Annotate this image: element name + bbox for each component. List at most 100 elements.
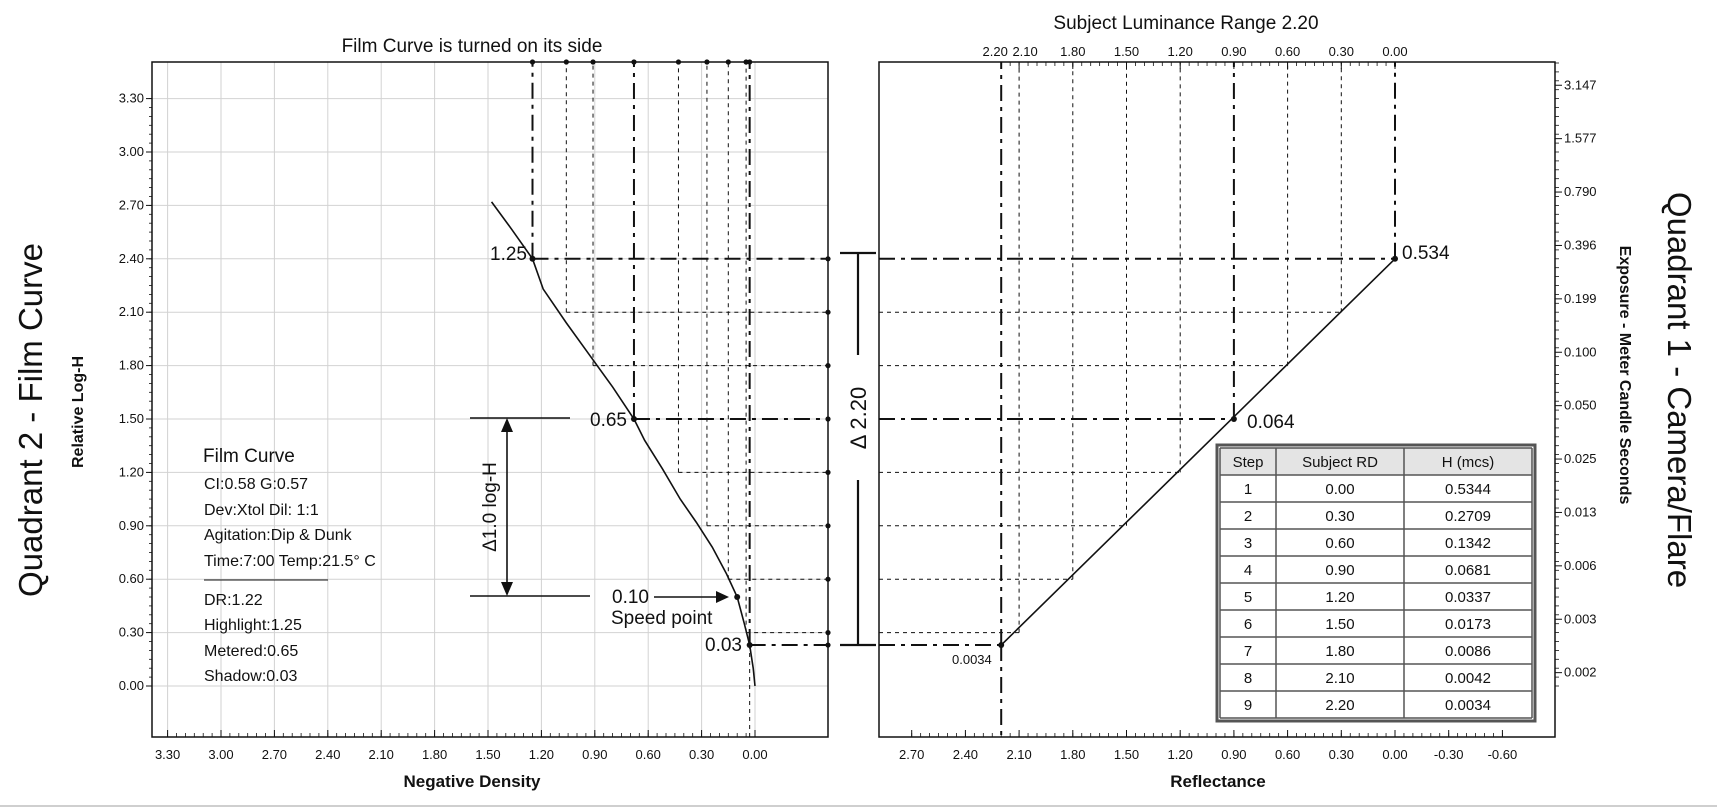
speed-point-value: 0.10 [612, 587, 649, 608]
q1-top-tick-label: 1.80 [1060, 44, 1085, 59]
highlight-density-label: 1.25 [490, 244, 527, 265]
table-cell: 0.5344 [1445, 481, 1491, 498]
q1-x-axis-label: Reflectance [1170, 772, 1265, 791]
q2-y-tick-label: 2.70 [119, 197, 144, 212]
table-cell: 0.0034 [1445, 697, 1491, 714]
table-cell: 1.20 [1325, 589, 1354, 606]
q1-right-tick-label: 1.577 [1564, 131, 1597, 146]
q2-key-point [630, 416, 637, 422]
q2-y-tick-label: 0.90 [119, 518, 144, 533]
info-line-dr: DR:1.22 [204, 592, 263, 609]
shadow-exposure-label: 0.0034 [952, 652, 992, 667]
table-cell: 1 [1244, 481, 1252, 498]
q2-x-tick-label: 0.60 [636, 747, 661, 762]
q2-x-tick-label: 0.90 [582, 747, 607, 762]
q1-right-tick-label: 0.100 [1564, 344, 1597, 359]
step-table: Step Subject RD H (mcs) 1 0.00 0.5344 2 0.30 0.2… [1215, 443, 1537, 723]
quadrant-2-side-label: Quadrant 2 - Film Curve [12, 243, 49, 597]
q1-top-tick-label: 0.00 [1382, 44, 1407, 59]
table-cell: 0.0173 [1445, 616, 1491, 633]
q2-y-tick-label: 1.50 [119, 411, 144, 426]
q1-right-tick-label: 3.147 [1564, 77, 1597, 92]
table-header-bg [1220, 448, 1532, 475]
q1-key-point [1230, 416, 1237, 422]
q2-x-tick-label: 0.30 [689, 747, 714, 762]
q1-key-point [1392, 255, 1398, 262]
q2-key-point [746, 642, 753, 649]
q2-y-tick-label: 0.30 [119, 625, 144, 640]
q2-x-tick-label: 1.80 [422, 747, 447, 762]
info-line-agitation: Agitation:Dip & Dunk [204, 527, 353, 544]
table-cell: 2.20 [1325, 697, 1354, 714]
table-cell: 0.00 [1325, 481, 1354, 498]
table-cell: 0.1342 [1445, 535, 1491, 552]
q2-plot-frame [151, 61, 829, 738]
table-cell: 0.90 [1325, 562, 1354, 579]
delta-logh-arrowhead-up [501, 418, 513, 432]
q1-right-tick-label: 0.002 [1564, 665, 1597, 680]
table-cell: 0.30 [1325, 508, 1354, 525]
q1-right-tick-label: 0.199 [1564, 291, 1597, 306]
table-header-cell: H (mcs) [1442, 454, 1495, 471]
q2-y-tick-label: 1.80 [119, 358, 144, 373]
projection-guides [529, 59, 1396, 737]
q1-x-tick-label: 0.00 [1382, 747, 1407, 762]
table-cell: 5 [1244, 589, 1252, 606]
q1-key-point [998, 642, 1005, 649]
q2-chart-title: Film Curve is turned on its side [342, 36, 603, 57]
delta-logh-label: Δ1.0 log-H [480, 462, 501, 552]
q2-film-curve [490, 201, 756, 687]
q1-top-tick-label: 1.20 [1168, 44, 1193, 59]
speed-point-label: Speed point [611, 608, 713, 629]
q1-x-tick-label: 1.80 [1060, 747, 1085, 762]
shadow-density-label: 0.03 [705, 635, 742, 656]
table-header-cell: Subject RD [1302, 454, 1378, 471]
table-cell: 1.80 [1325, 643, 1354, 660]
q2-film-curve-group [490, 201, 756, 687]
q1-x-tick-label: 0.60 [1275, 747, 1300, 762]
table-cell: 0.2709 [1445, 508, 1491, 525]
q1-x-tick-label: 0.30 [1329, 747, 1354, 762]
info-line-time: Time:7:00 Temp:21.5° C [204, 553, 376, 570]
highlight-exposure-label: 0.534 [1402, 243, 1450, 264]
q1-x-tick-label: -0.30 [1434, 747, 1464, 762]
q2-x-tick-label: 2.40 [315, 747, 340, 762]
q1-right-tick-label: 0.003 [1564, 611, 1597, 626]
axes-and-ticks: 0.00 0.30 0.60 0.90 1.20 1.50 1.80 2.10 2.40 2.70… [119, 44, 1597, 762]
table-cell: 2.10 [1325, 670, 1354, 687]
info-line-metered: Metered:0.65 [204, 643, 298, 660]
q1-right-tick-label: 0.025 [1564, 451, 1597, 466]
q2-x-tick-label: 1.50 [475, 747, 500, 762]
table-header-cell: Step [1233, 454, 1264, 471]
q1-x-tick-label: 0.90 [1221, 747, 1246, 762]
q1-x-tick-label: -0.60 [1488, 747, 1518, 762]
q1-chart-title: Subject Luminance Range 2.20 [1053, 13, 1318, 34]
table-cell: 8 [1244, 670, 1252, 687]
q1-camera-flare-group [998, 255, 1398, 649]
quadrant-1-side-label: Quadrant 1 - Camera/Flare [1661, 192, 1698, 588]
table-cell: 4 [1244, 562, 1252, 579]
q2-x-tick-label: 2.70 [262, 747, 287, 762]
film-curve-info-box: Film Curve CI:0.58 G:0.57 Dev:Xtol Dil: … [203, 446, 376, 685]
table-cell: 0.60 [1325, 535, 1354, 552]
info-line-ci: CI:0.58 G:0.57 [204, 476, 308, 493]
q1-right-tick-label: 0.006 [1564, 558, 1597, 573]
q1-x-tick-label: 2.10 [1006, 747, 1031, 762]
q2-y-tick-label: 0.60 [119, 571, 144, 586]
q1-y-axis-label: Exposure - Meter Candle Seconds [1616, 246, 1633, 505]
table-cell: 9 [1244, 697, 1252, 714]
delta-logh-arrowhead-down [501, 582, 513, 596]
info-line-highlight: Highlight:1.25 [204, 617, 302, 634]
q2-x-axis-label: Negative Density [404, 772, 542, 791]
q2-x-tick-label: 3.00 [208, 747, 233, 762]
q2-y-tick-label: 3.00 [119, 144, 144, 159]
q1-top-tick-label: 2.10 [1012, 44, 1037, 59]
delta-range-label: Δ 2.20 [846, 387, 871, 449]
q1-plot-frame [878, 61, 1556, 738]
q2-key-point [529, 255, 536, 262]
info-line-dev: Dev:Xtol Dil: 1:1 [204, 502, 319, 519]
table-cell: 3 [1244, 535, 1252, 552]
metered-exposure-label: 0.064 [1247, 412, 1295, 433]
metered-density-label: 0.65 [590, 410, 627, 431]
